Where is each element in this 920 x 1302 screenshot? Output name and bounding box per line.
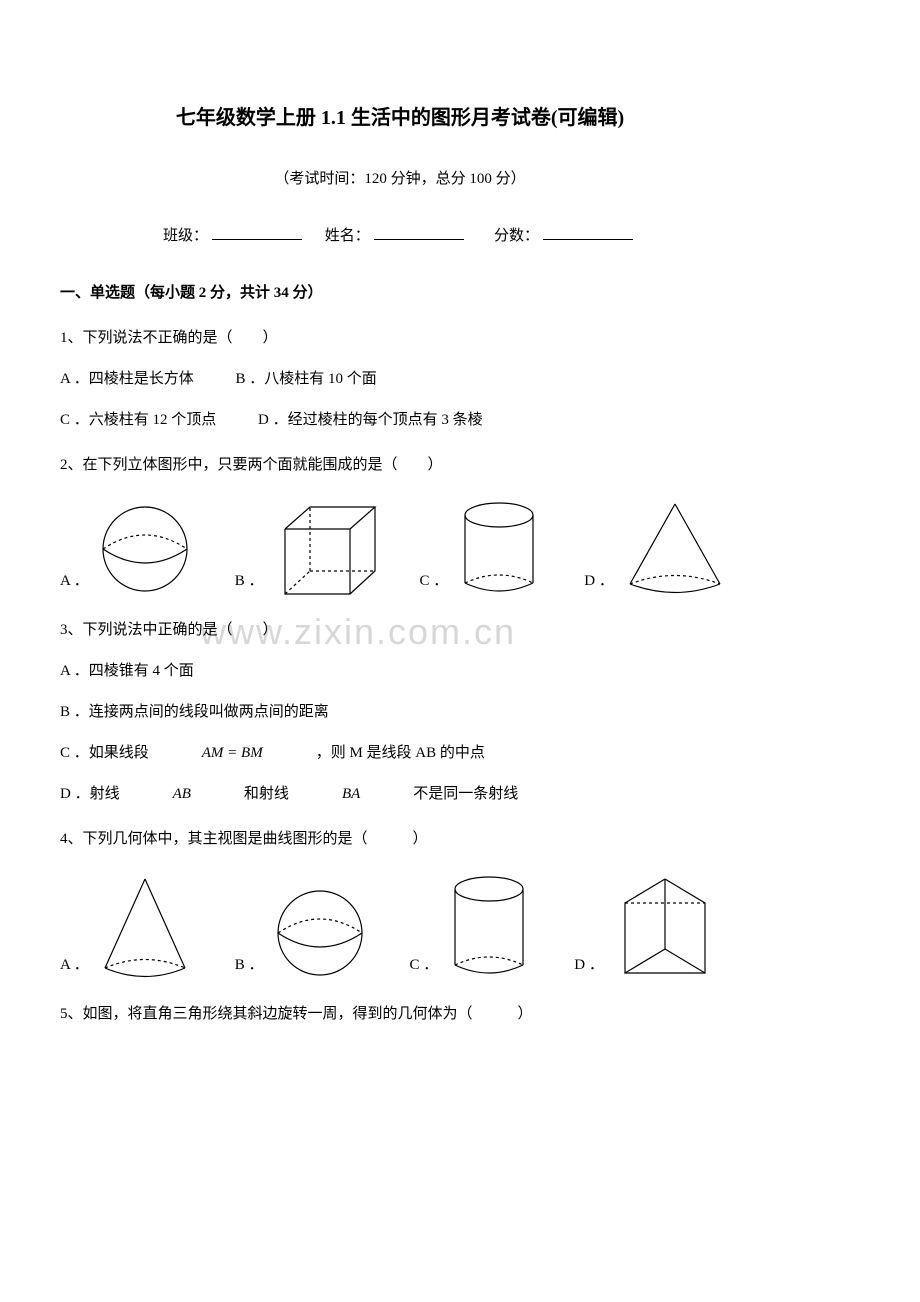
q2-stem: 2、在下列立体图形中，只要两个面就能围成的是（ ）: [60, 452, 740, 479]
name-label: 姓名：: [325, 228, 370, 244]
cylinder-icon: [454, 499, 544, 599]
question-1: 1、下列说法不正确的是（ ） A ．四棱柱是长方体 B ．八棱柱有 10 个面 …: [60, 325, 740, 434]
cone2-icon: [95, 873, 195, 983]
q1-optC: C ．六棱柱有 12 个顶点: [60, 407, 216, 434]
q5-stem: 5、如图，将直角三角形绕其斜边旋转一周，得到的几何体为（ ）: [60, 1001, 740, 1028]
q2-shapes: A ． B ． C ．: [60, 499, 740, 599]
q2-optD: D ．: [584, 499, 730, 599]
question-5: 5、如图，将直角三角形绕其斜边旋转一周，得到的几何体为（ ）: [60, 1001, 740, 1028]
q4-optD: D ．: [574, 873, 720, 983]
q4-optC: C ．: [410, 873, 535, 983]
score-blank: [543, 224, 633, 240]
cube-icon: [270, 499, 380, 599]
q4-optA-label: A ．: [60, 952, 89, 983]
q3-optC-math: AM = BM: [202, 740, 263, 767]
q4-optB-label: B ．: [235, 952, 264, 983]
q1-optA: A ．四棱柱是长方体: [60, 366, 194, 393]
q3-optC-pre: C ．如果线段: [60, 740, 164, 767]
q4-optB: B ．: [235, 883, 370, 983]
q3-optD-pre: D ．射线: [60, 781, 135, 808]
q3-optA: A ．四棱锥有 4 个面: [60, 658, 194, 685]
q3-optD-m1: AB: [173, 781, 191, 808]
sphere2-icon: [270, 883, 370, 983]
q3-optB: B ．连接两点间的线段叫做两点间的距离: [60, 699, 329, 726]
q1-optD: D ．经过棱柱的每个顶点有 3 条棱: [258, 407, 483, 434]
q2-optB-label: B ．: [235, 568, 264, 599]
cylinder2-icon: [444, 873, 534, 983]
q4-optA: A ．: [60, 873, 195, 983]
q3-optD-post: 不是同一条射线: [398, 781, 518, 808]
q4-optD-label: D ．: [574, 952, 604, 983]
class-label: 班级：: [163, 228, 208, 244]
section-1-heading: 一、单选题（每小题 2 分，共计 34 分）: [60, 280, 740, 307]
q2-optC: C ．: [420, 499, 545, 599]
exam-subtitle: （考试时间：120 分钟，总分 100 分）: [60, 166, 740, 193]
q3-optD-m2: BA: [342, 781, 360, 808]
q4-stem: 4、下列几何体中，其主视图是曲线图形的是（ ）: [60, 826, 740, 853]
q4-shapes: A ． B ． C ．: [60, 873, 740, 983]
exam-title: 七年级数学上册 1.1 生活中的图形月考试卷(可编辑): [60, 100, 740, 136]
page-content: 七年级数学上册 1.1 生活中的图形月考试卷(可编辑) （考试时间：120 分钟…: [60, 100, 740, 1028]
q3-optD: D ．射线 AB 和射线 BA 不是同一条射线: [60, 781, 556, 808]
q4-optC-label: C ．: [410, 952, 439, 983]
q1-stem: 1、下列说法不正确的是（ ）: [60, 325, 740, 352]
question-4: 4、下列几何体中，其主视图是曲线图形的是（ ） A ． B ．: [60, 826, 740, 983]
score-label: 分数：: [494, 228, 539, 244]
triangular-prism-icon: [610, 873, 720, 983]
question-2: 2、在下列立体图形中，只要两个面就能围成的是（ ） A ． B ．: [60, 452, 740, 599]
q2-optD-label: D ．: [584, 568, 614, 599]
cone-icon: [620, 499, 730, 599]
q2-optA-label: A ．: [60, 568, 89, 599]
q3-optD-mid: 和射线: [229, 781, 304, 808]
name-blank: [374, 224, 464, 240]
q2-optA: A ．: [60, 499, 195, 599]
q3-stem: 3、下列说法中正确的是（ ）: [60, 617, 740, 644]
question-3: 3、下列说法中正确的是（ ） A ．四棱锥有 4 个面 B ．连接两点间的线段叫…: [60, 617, 740, 808]
q3-optC: C ．如果线段 AM = BM ，则 M 是线段 AB 的中点: [60, 740, 523, 767]
info-line: 班级： 姓名： 分数：: [60, 223, 740, 250]
class-blank: [212, 224, 302, 240]
q3-optC-post: ，则 M 是线段 AB 的中点: [301, 740, 485, 767]
q2-optC-label: C ．: [420, 568, 449, 599]
sphere-icon: [95, 499, 195, 599]
q1-optB: B ．八棱柱有 10 个面: [236, 366, 377, 393]
q2-optB: B ．: [235, 499, 380, 599]
